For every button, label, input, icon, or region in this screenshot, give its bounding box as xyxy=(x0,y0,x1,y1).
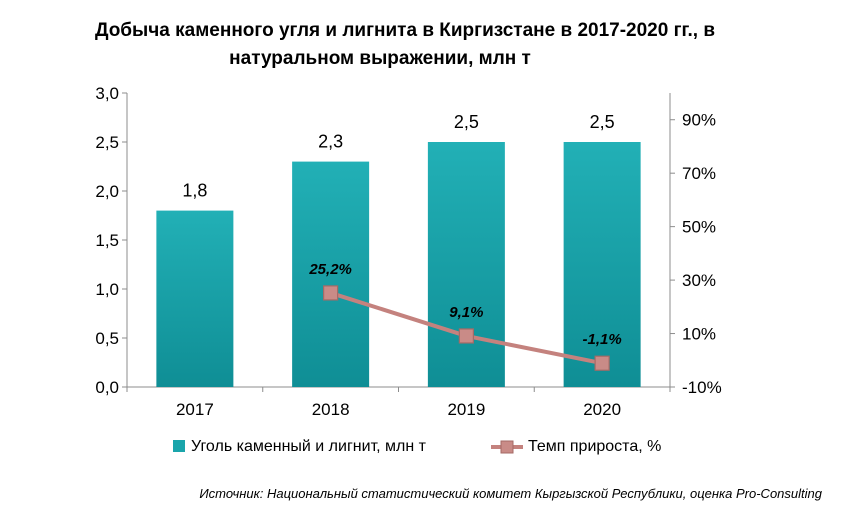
bar-2020 xyxy=(563,142,641,387)
legend-bar-label: Уголь каменный и лигнит, млн т xyxy=(191,438,427,455)
right-axis-tick-label: 30% xyxy=(682,271,716,290)
x-axis-tick-label: 2019 xyxy=(447,400,485,419)
x-axis-tick-label: 2020 xyxy=(583,400,621,419)
left-axis-tick-label: 1,0 xyxy=(95,280,119,299)
bar-2019 xyxy=(427,142,505,387)
legend-line-label: Темп прироста, % xyxy=(528,438,661,455)
left-axis-tick-label: 0,5 xyxy=(95,329,119,348)
bar-label-2020: 2,5 xyxy=(590,112,615,132)
left-axis-tick-label: 2,0 xyxy=(95,182,119,201)
right-axis-tick-label: 90% xyxy=(682,111,716,130)
left-axis-tick-label: 0,0 xyxy=(95,378,119,397)
left-axis-tick-label: 1,5 xyxy=(95,231,119,250)
bar-label-2019: 2,5 xyxy=(454,112,479,132)
bar-label-2018: 2,3 xyxy=(318,132,343,152)
legend-bar-swatch xyxy=(173,440,185,452)
x-axis-tick-label: 2018 xyxy=(312,400,350,419)
legend-line-marker xyxy=(500,440,514,454)
right-axis-tick-label: 50% xyxy=(682,218,716,237)
growth-rate-label-2020: -1,1% xyxy=(583,331,622,348)
bar-label-2017: 1,8 xyxy=(182,181,207,201)
chart-title-line-2: натуральном выражении, млн т xyxy=(229,48,531,69)
right-axis-tick-label: 10% xyxy=(682,325,716,344)
growth-rate-label-2019: 9,1% xyxy=(449,304,483,321)
growth-rate-point-2020 xyxy=(594,355,610,371)
bar-2018 xyxy=(292,161,370,387)
growth-rate-point-2018 xyxy=(323,285,339,301)
source-note: Источник: Национальный статистический ко… xyxy=(199,486,822,501)
bar-2017 xyxy=(156,210,234,387)
growth-rate-label-2018: 25,2% xyxy=(308,261,352,278)
right-axis-tick-label: -10% xyxy=(682,378,722,397)
chart-title-line-1: Добыча каменного угля и лигнита в Киргиз… xyxy=(94,20,716,41)
left-axis-tick-label: 2,5 xyxy=(95,133,119,152)
right-axis-tick-label: 70% xyxy=(682,164,716,183)
x-axis-tick-label: 2017 xyxy=(176,400,214,419)
growth-rate-point-2019 xyxy=(458,328,474,344)
left-axis-tick-label: 3,0 xyxy=(95,84,119,103)
